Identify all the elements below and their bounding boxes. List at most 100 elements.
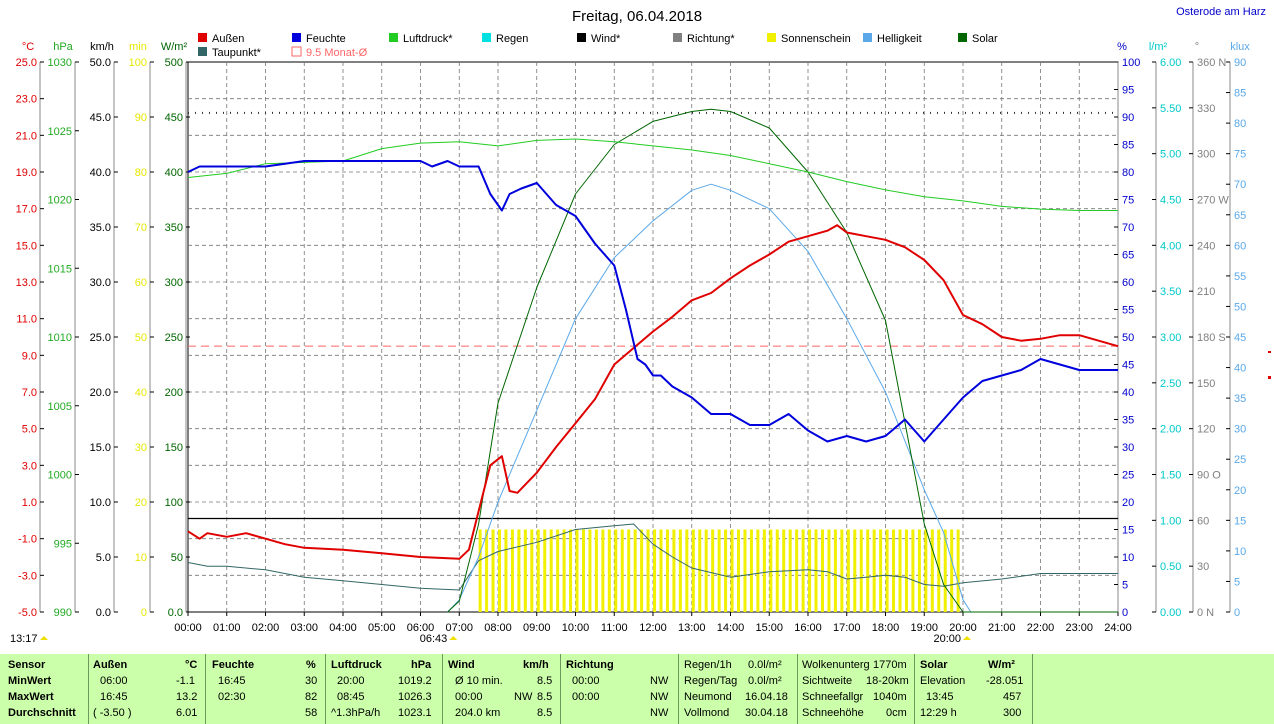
right-tick-label: 100	[1122, 57, 1140, 69]
sunshine-bar	[853, 529, 857, 612]
stats-richtung-min-time: 00:00	[572, 675, 600, 687]
stats-max-label: MaxWert	[8, 691, 54, 703]
right-tick-label: 3.50	[1160, 286, 1181, 298]
left-tick-label: 1020	[48, 195, 72, 207]
right-tick-label: 270 W	[1197, 195, 1229, 207]
sunshine-bar	[556, 529, 560, 612]
right-tick-label: 150	[1197, 378, 1215, 390]
left-tick-label: 10	[135, 552, 147, 564]
stats-feuchte-min: 30	[305, 675, 318, 687]
sunshine-bar	[911, 529, 915, 612]
right-tick-label: 65	[1234, 210, 1246, 222]
sunshine-bar	[478, 529, 482, 612]
left-tick-label: 5.0	[22, 424, 37, 436]
left-tick-label: 0.0	[168, 607, 183, 619]
stats-sichtweite: 18-20km	[866, 675, 909, 687]
right-tick-label: 90	[1122, 112, 1134, 124]
x-tick-label: 11:00	[601, 622, 628, 634]
x-tick-label: 13:00	[678, 622, 706, 634]
right-tick-label: 4.00	[1160, 240, 1181, 252]
left-tick-label: 300	[165, 277, 183, 289]
sunshine-bar	[930, 529, 934, 612]
legend-label: Luftdruck*	[403, 33, 453, 45]
sunshine-bar	[879, 529, 883, 612]
right-tick-label: 45	[1234, 332, 1246, 344]
left-tick-label: 10.0	[90, 497, 111, 509]
left-tick-label: 1030	[48, 57, 72, 69]
sunshine-bar	[498, 529, 502, 612]
solar-line	[447, 108, 1118, 613]
temperature-line	[187, 224, 1119, 560]
sunshine-bar	[607, 529, 611, 612]
right-tick-label: 1.50	[1160, 470, 1181, 482]
right-tick-label: 80	[1122, 167, 1134, 179]
left-tick-label: 40	[135, 387, 147, 399]
stats-aussen-head: Außen	[93, 659, 128, 671]
x-tick-label: 00:00	[174, 622, 202, 634]
sunrise-marker	[449, 636, 458, 640]
location-link[interactable]: Osterode am Harz	[1176, 6, 1266, 18]
left-axis-unit: W/m²	[161, 41, 188, 53]
stats-solar-max-time: 13:45	[926, 691, 954, 703]
left-tick-label: 50	[135, 332, 147, 344]
stats-feuchte-unit: %	[306, 659, 316, 671]
stats-wind-min-note: Ø 10 min.	[455, 675, 503, 687]
stats-aussen-avg: 6.01	[176, 707, 198, 719]
left-tick-label: 20.0	[90, 387, 111, 399]
left-axis-unit: hPa	[53, 41, 73, 53]
stats-wind-max-dir: NW	[514, 691, 533, 703]
stats-regen-tag: 0.0l/m²	[748, 675, 782, 687]
right-tick-label: 240	[1197, 240, 1215, 252]
sunshine-bar	[510, 529, 514, 612]
left-tick-label: 1000	[48, 470, 72, 482]
right-tick-label: 180 S	[1197, 332, 1226, 344]
stats-schneefallgr-label: Schneefallgr	[802, 691, 864, 703]
sunshine-bar	[801, 529, 805, 612]
left-tick-label: 40.0	[90, 167, 111, 179]
left-tick-label: 9.0	[22, 350, 37, 362]
left-tick-label: 17.0	[16, 204, 37, 216]
right-axis-unit: %	[1117, 41, 1127, 53]
left-tick-label: 60	[135, 277, 147, 289]
stats-solar-max: 457	[1003, 691, 1022, 703]
sunshine-bar	[517, 529, 521, 612]
left-tick-label: 1005	[48, 401, 72, 413]
x-tick-label: 19:00	[910, 622, 938, 634]
stats-wind-unit: km/h	[523, 659, 549, 671]
right-tick-label: 30	[1234, 424, 1246, 436]
legend-label: 9.5 Monat-Ø	[306, 47, 368, 59]
right-tick-label: 70	[1122, 222, 1134, 234]
right-tick-label: 25	[1234, 454, 1246, 466]
sunshine-bar	[646, 529, 650, 612]
right-tick-label: 70	[1234, 179, 1246, 191]
sunshine-bar	[678, 529, 682, 612]
right-tick-label: 25	[1122, 470, 1134, 482]
left-tick-label: 25.0	[16, 57, 37, 69]
left-tick-label: 1015	[48, 263, 72, 275]
sunshine-bar	[523, 529, 527, 612]
left-tick-label: 990	[54, 607, 72, 619]
sunshine-bar	[575, 529, 579, 612]
stats-wind-max: 8.5	[537, 691, 553, 703]
stats-regen-tag-label: Regen/Tag	[684, 675, 738, 687]
right-tick-label: 10	[1234, 546, 1246, 558]
right-tick-label: 55	[1234, 271, 1246, 283]
legend-label: Solar	[972, 33, 998, 45]
right-axis-unit: klux	[1230, 41, 1250, 53]
sunshine-bar	[775, 529, 779, 612]
left-tick-label: 1010	[48, 332, 72, 344]
sunshine-bar	[885, 529, 889, 612]
stats-wind-avg: 8.5	[537, 707, 553, 719]
x-tick-label: 10:00	[562, 622, 590, 634]
stats-richtung-max: NW	[650, 691, 669, 703]
sunshine-bar	[892, 529, 896, 612]
stats-sichtweite-label: Sichtweite	[802, 675, 853, 687]
chart-title: Freitag, 06.04.2018	[572, 8, 702, 25]
x-tick-label: 14:00	[717, 622, 745, 634]
left-tick-label: 350	[165, 222, 183, 234]
right-tick-label: 5.50	[1160, 103, 1181, 115]
sunset-label: 20:00	[933, 633, 961, 645]
sunshine-bar	[724, 529, 728, 612]
stats-feuchte-max: 82	[305, 691, 318, 703]
sunshine-bar	[485, 529, 489, 612]
